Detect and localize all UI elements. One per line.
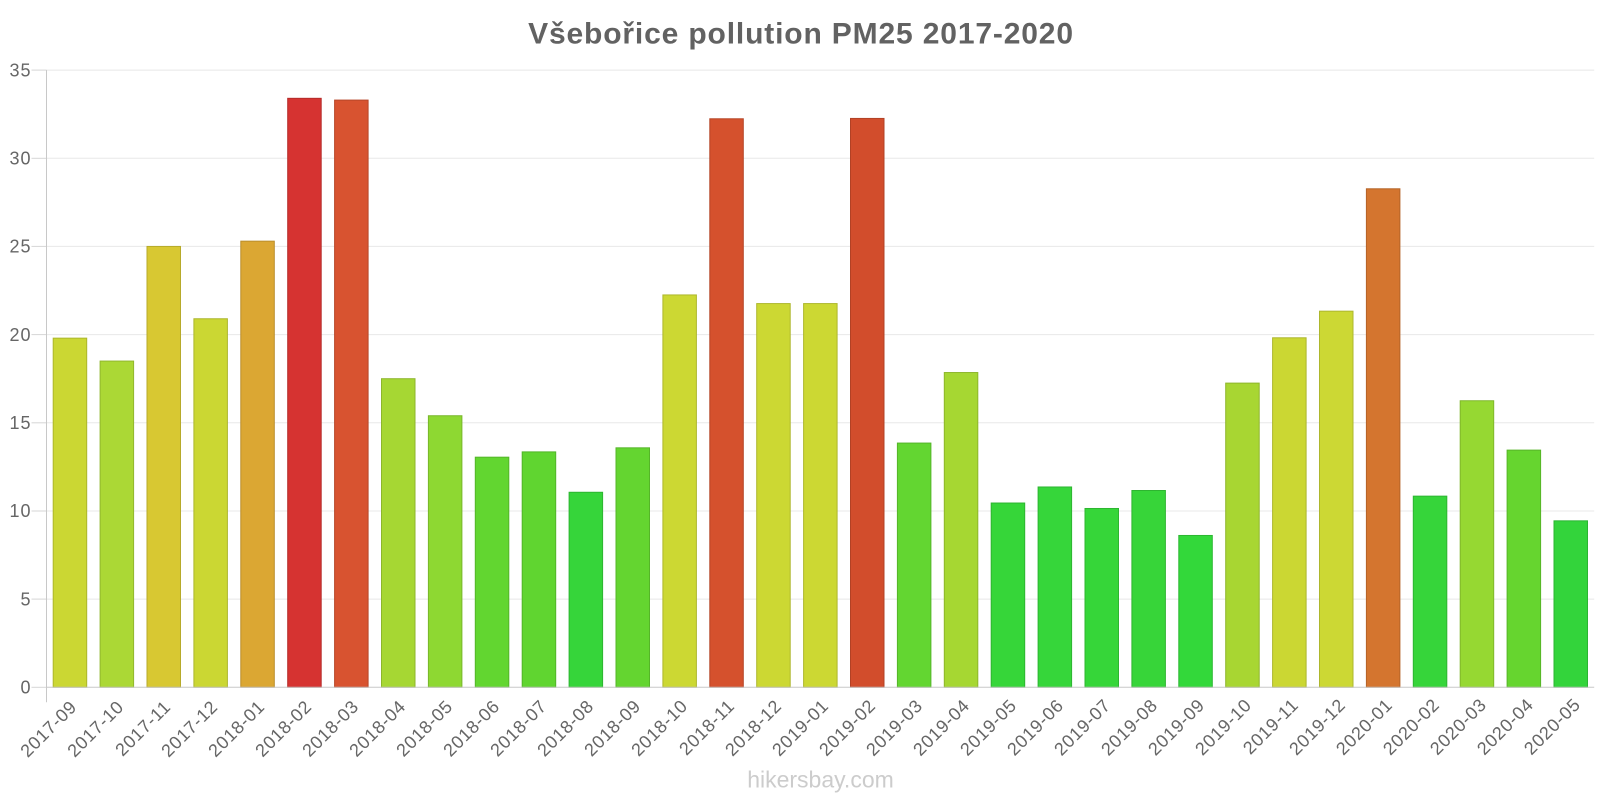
svg-text:15: 15 [9, 413, 31, 433]
svg-text:hikersbay.com: hikersbay.com [747, 767, 894, 793]
svg-text:35: 35 [9, 60, 31, 80]
svg-text:5: 5 [20, 589, 31, 609]
svg-text:Všebořice pollution PM25 2017-: Všebořice pollution PM25 2017-2020 [528, 17, 1074, 50]
svg-text:10: 10 [9, 501, 31, 521]
svg-text:25: 25 [9, 237, 31, 257]
svg-text:30: 30 [9, 149, 31, 169]
svg-text:20: 20 [9, 325, 31, 345]
svg-text:0: 0 [20, 678, 31, 698]
